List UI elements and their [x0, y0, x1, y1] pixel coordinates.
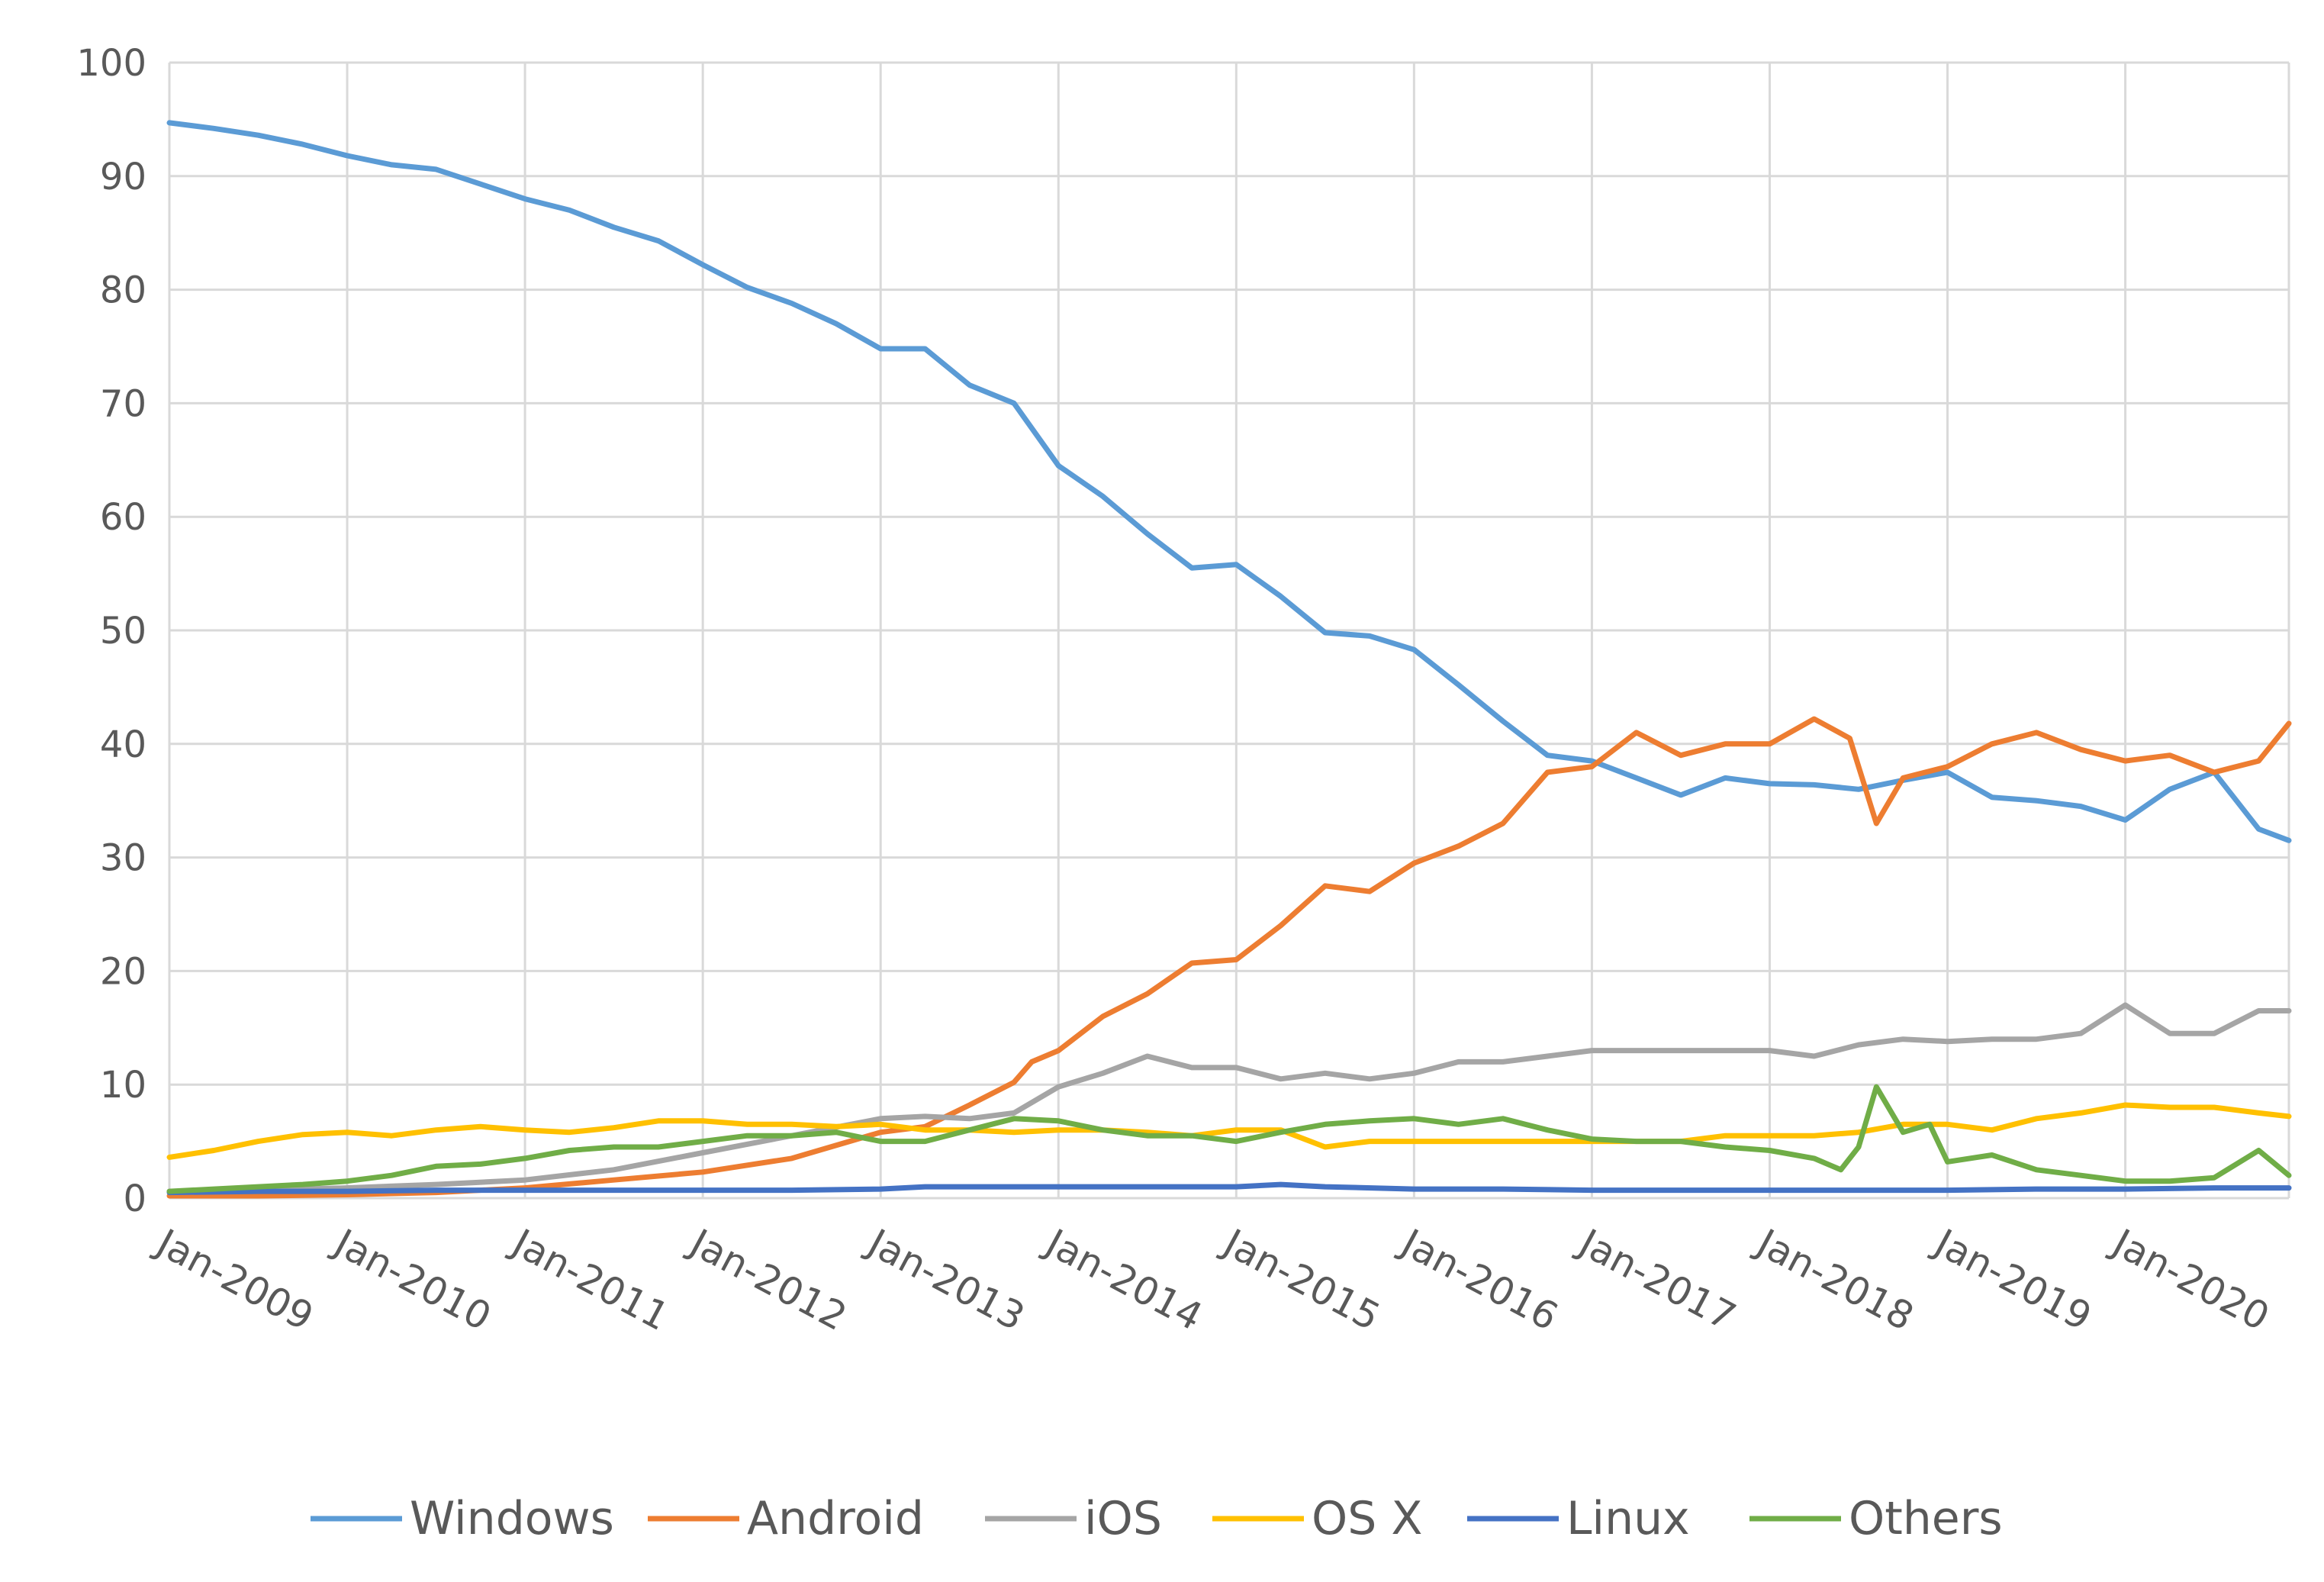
- y-tick-label: 90: [100, 156, 146, 198]
- x-tick-label: Jan-2010: [326, 1220, 498, 1339]
- legend-item: Linux: [1467, 1492, 1690, 1545]
- series-line-linux: [166, 1181, 2292, 1196]
- y-tick-label: 0: [123, 1178, 146, 1220]
- gridlines: [168, 61, 2290, 1200]
- y-tick-label: 100: [76, 42, 146, 85]
- series-lines: [166, 120, 2292, 1199]
- x-tick-label: Jan-2017: [1570, 1220, 1743, 1339]
- x-tick-label: Jan-2009: [148, 1220, 320, 1339]
- legend-item: Android: [648, 1492, 924, 1545]
- series-line-windows: [166, 120, 2292, 843]
- legend: Windows Android iOS OS X Linux Others: [311, 1492, 2003, 1545]
- y-axis-ticks: 0 10 20 30 40 50 60 70 80 90 100: [76, 42, 146, 1220]
- x-tick-label: Jan-2014: [1037, 1220, 1209, 1339]
- legend-label: Android: [747, 1492, 924, 1545]
- series-line-android: [166, 716, 2292, 1199]
- legend-item: OS X: [1212, 1492, 1423, 1545]
- y-tick-label: 30: [100, 837, 146, 880]
- legend-label: iOS: [1084, 1492, 1162, 1545]
- legend-item: Others: [1749, 1492, 2003, 1545]
- x-tick-label: Jan-2018: [1748, 1220, 1920, 1339]
- x-tick-label: Jan-2016: [1392, 1220, 1565, 1339]
- y-tick-label: 60: [100, 496, 146, 539]
- legend-label: Others: [1849, 1492, 2003, 1545]
- series-line-others: [166, 1084, 2292, 1194]
- y-tick-label: 40: [100, 723, 146, 766]
- y-tick-label: 80: [100, 269, 146, 312]
- legend-label: OS X: [1312, 1492, 1423, 1545]
- x-tick-label: Jan-2015: [1215, 1220, 1387, 1339]
- x-tick-label: Jan-2011: [504, 1220, 676, 1339]
- series-line-ios: [166, 1002, 2292, 1194]
- legend-item: iOS: [985, 1492, 1162, 1545]
- legend-label: Linux: [1566, 1492, 1690, 1545]
- x-axis-ticks: Jan-2009 Jan-2010 Jan-2011 Jan-2012 Jan-2013…: [148, 1220, 2277, 1339]
- legend-item: Windows: [311, 1492, 614, 1545]
- y-tick-label: 20: [100, 950, 146, 993]
- y-tick-label: 50: [100, 610, 146, 652]
- x-tick-label: Jan-2019: [1926, 1220, 2098, 1339]
- y-tick-label: 70: [100, 382, 146, 425]
- x-tick-label: Jan-2013: [859, 1220, 1032, 1339]
- x-tick-label: Jan-2012: [681, 1220, 854, 1339]
- legend-label: Windows: [410, 1492, 614, 1545]
- y-tick-label: 10: [100, 1064, 146, 1107]
- series-line-os-x: [166, 1102, 2292, 1160]
- x-tick-label: Jan-2020: [2104, 1220, 2276, 1339]
